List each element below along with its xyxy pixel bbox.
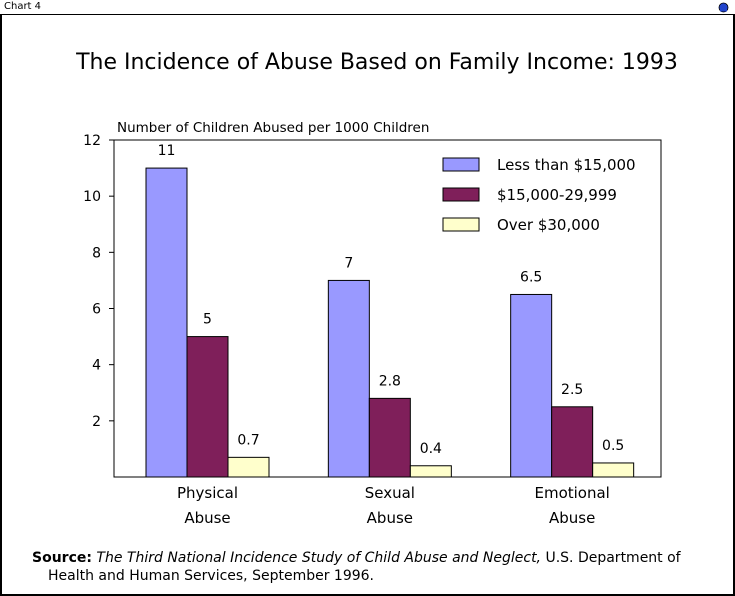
legend-label: Over $30,000 (497, 216, 600, 234)
source-publisher: U.S. Department of (541, 550, 681, 566)
window-title: Chart 4 (4, 1, 42, 12)
y-tick-label: 4 (92, 358, 101, 374)
bar (510, 293, 553, 478)
y-tick-label: 6 (92, 302, 101, 318)
bar (368, 397, 411, 478)
close-icon[interactable] (718, 2, 729, 13)
bar-value-label: 11 (158, 143, 176, 159)
legend-swatch (442, 187, 480, 202)
bar (327, 279, 370, 478)
x-tick-label: Abuse (367, 509, 413, 527)
y-axis-label: Number of Children Abused per 1000 Child… (117, 120, 429, 136)
x-tick-label: Sexual (365, 484, 415, 502)
source-publisher-line2: Health and Human Services, September 199… (48, 568, 374, 584)
bar-value-label: 5 (203, 312, 212, 328)
bar-value-label: 2.5 (561, 382, 583, 398)
bar-value-label: 0.7 (237, 432, 259, 448)
legend-label: $15,000-29,999 (497, 186, 617, 204)
legend-swatch (442, 157, 480, 172)
x-tick-label: Emotional (534, 484, 609, 502)
legend-swatch (442, 217, 480, 232)
plot-area: 2 4 6 8 10 12 11 5 0.7 Physical Abuse 7 2.8 0.4 Sexual… (83, 133, 662, 527)
bar (551, 406, 594, 478)
y-tick-label: 10 (83, 189, 101, 205)
y-tick-label: 2 (92, 414, 101, 430)
source-title: The Third National Incidence Study of Ch… (96, 550, 542, 566)
x-tick-label: Abuse (549, 509, 595, 527)
legend-label: Less than $15,000 (497, 156, 636, 174)
x-tick-label: Physical (177, 484, 238, 502)
source-note: Source: The Third National Incidence Stu… (32, 549, 722, 585)
bar-value-label: 7 (344, 255, 353, 271)
bar-value-label: 6.5 (520, 269, 542, 285)
source-label: Source: (32, 550, 92, 566)
bar-value-label: 0.4 (420, 441, 442, 457)
y-tick-label: 8 (92, 245, 101, 261)
bar (145, 167, 188, 478)
bar (592, 462, 635, 478)
bar-value-label: 0.5 (602, 438, 624, 454)
bar-value-label: 2.8 (379, 373, 401, 389)
bar (186, 336, 229, 478)
window-frame (0, 15, 735, 596)
bar (409, 465, 452, 478)
window-titlebar: Chart 4 (0, 0, 735, 15)
chart-title: The Incidence of Abuse Based on Family I… (75, 50, 678, 75)
bar (227, 456, 270, 478)
x-tick-label: Abuse (184, 509, 230, 527)
y-tick-label: 12 (83, 133, 101, 149)
